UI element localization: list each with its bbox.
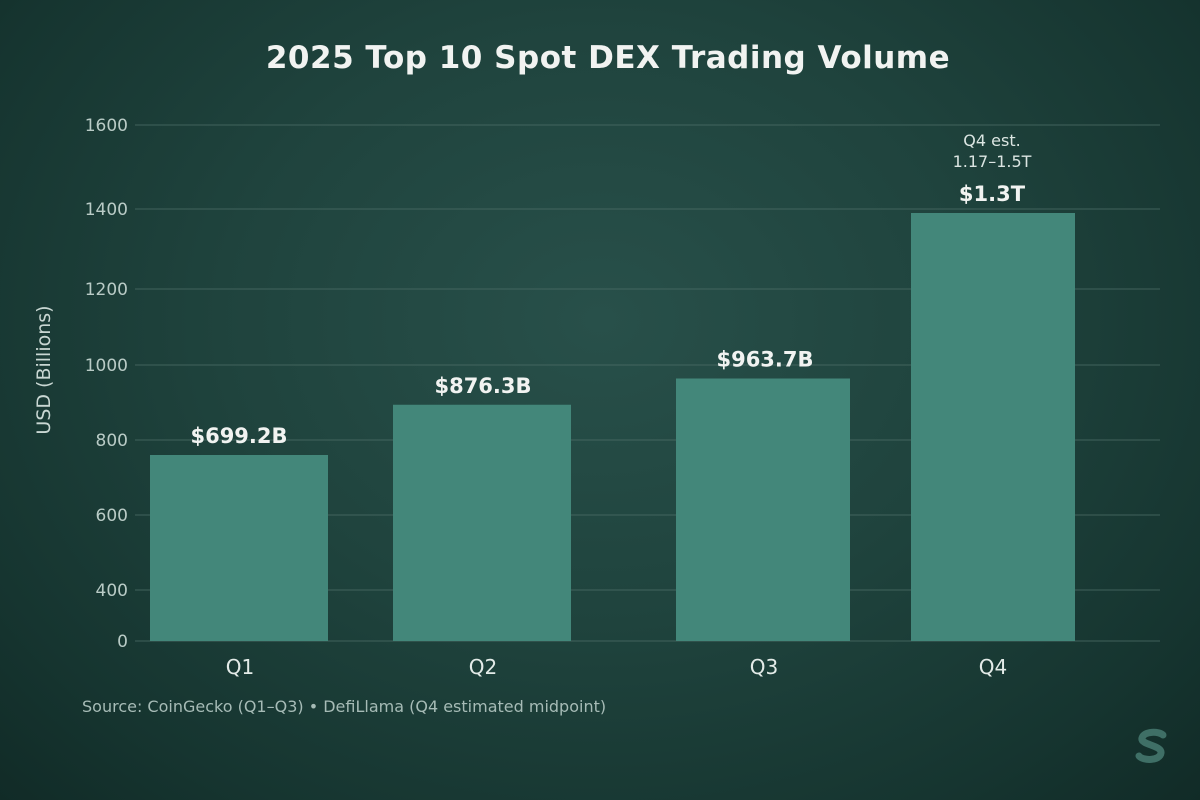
x-axis-ticks: Q1 Q2 Q3 Q4 (226, 655, 1007, 679)
data-label-q4: $1.3T (959, 182, 1026, 206)
y-axis-label: USD (Billions) (33, 305, 55, 434)
y-tick-label: 1200 (85, 280, 128, 300)
bar-q4 (911, 213, 1075, 641)
annotation-text: Q4 est. (963, 131, 1020, 150)
s-logo-icon (1135, 728, 1167, 763)
data-labels: $699.2B $876.3B $963.7B $1.3T Q4 est. 1.17–1.… (190, 131, 1031, 448)
source-note: Source: CoinGecko (Q1–Q3) • DefiLlama (Q… (82, 697, 607, 716)
y-tick-label: 1400 (85, 200, 128, 220)
chart-title: 2025 Top 10 Spot DEX Trading Volume (265, 40, 951, 76)
y-tick-label: 800 (96, 431, 128, 451)
x-tick-label: Q3 (750, 655, 778, 679)
y-tick-label: 600 (96, 506, 128, 526)
x-tick-label: Q1 (226, 655, 254, 679)
y-tick-label: 1600 (85, 116, 128, 136)
bar-q3 (676, 378, 850, 641)
y-tick-label: 1000 (85, 356, 128, 376)
data-label-q1: $699.2B (190, 424, 287, 448)
y-axis-ticks: 0 400 600 800 1000 1200 1400 1600 (85, 116, 128, 652)
y-tick-label: 0 (117, 632, 128, 652)
data-label-q3: $963.7B (716, 348, 813, 372)
y-tick-label: 400 (96, 581, 128, 601)
annotation-text: 1.17–1.5T (953, 152, 1032, 171)
bar-q1 (150, 455, 328, 641)
bars (150, 213, 1075, 641)
bar-q2 (393, 404, 571, 641)
x-tick-label: Q2 (469, 655, 497, 679)
x-tick-label: Q4 (979, 655, 1007, 679)
data-label-q2: $876.3B (434, 374, 531, 398)
